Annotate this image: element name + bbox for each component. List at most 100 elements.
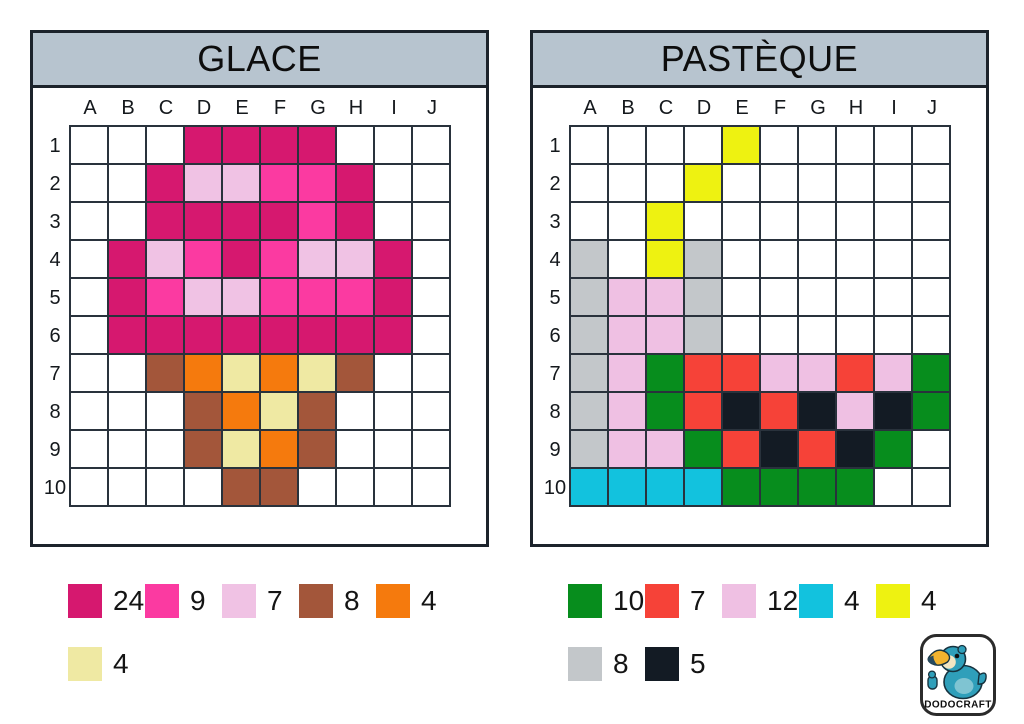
- grid-area: 1 2 3 4 5 6 7 8 9 10: [33, 125, 486, 507]
- legend-item-gray: 8: [568, 647, 645, 681]
- grid-cell: [799, 127, 835, 163]
- grid-cell: [375, 393, 411, 429]
- legend-item-light-pink: 7: [222, 584, 299, 618]
- row-label: 9: [49, 439, 61, 461]
- color-count: 5: [690, 648, 706, 679]
- grid-cell: [799, 393, 835, 429]
- grid-cell: [571, 127, 607, 163]
- color-count: 9: [190, 585, 206, 616]
- color-swatch: [568, 647, 602, 681]
- grid-cell: [609, 393, 645, 429]
- column-label: H: [348, 97, 364, 119]
- grid-cell: [723, 279, 759, 315]
- row-label: 2: [49, 173, 61, 195]
- grid-cell: [375, 355, 411, 391]
- grid-cell: [147, 317, 183, 353]
- column-label: H: [848, 97, 864, 119]
- grid-cell: [337, 355, 373, 391]
- grid-cell: [723, 469, 759, 505]
- color-count: 7: [267, 585, 283, 616]
- grid-cell: [685, 165, 721, 201]
- grid-cell: [71, 469, 107, 505]
- grid-cell: [913, 469, 949, 505]
- color-count: 4: [421, 585, 437, 616]
- grid-cell: [837, 393, 873, 429]
- pixel-grid-pasteque: [569, 125, 951, 507]
- dodocraft-logo: DODOCRAFT: [919, 633, 997, 717]
- grid-cell: [761, 469, 797, 505]
- grid-cell: [875, 127, 911, 163]
- grid-cell: [685, 317, 721, 353]
- grid-cell: [761, 355, 797, 391]
- grid-cell: [571, 469, 607, 505]
- row-label: 4: [549, 249, 561, 271]
- grid-cell: [299, 165, 335, 201]
- grid-cell: [723, 431, 759, 467]
- grid-cell: [837, 355, 873, 391]
- grid-cell: [799, 203, 835, 239]
- grid-cell: [299, 317, 335, 353]
- legend-pasteque: 10 7 12 4 4 8 5: [568, 584, 968, 681]
- grid-cell: [913, 203, 949, 239]
- row-label: 1: [549, 135, 561, 157]
- grid-cell: [185, 431, 221, 467]
- grid-cell: [413, 279, 449, 315]
- grid-cell: [223, 279, 259, 315]
- color-count: 12: [767, 585, 799, 616]
- grid-cell: [261, 127, 297, 163]
- grid-cell: [837, 279, 873, 315]
- grid-cell: [875, 431, 911, 467]
- grid-cell: [223, 469, 259, 505]
- row-label: 1: [49, 135, 61, 157]
- color-count: 10: [613, 585, 645, 616]
- row-label: 8: [549, 401, 561, 423]
- grid-cell: [685, 127, 721, 163]
- column-label: I: [891, 97, 897, 119]
- grid-cell: [913, 393, 949, 429]
- grid-cell: [109, 165, 145, 201]
- grid-cell: [571, 355, 607, 391]
- grid-cell: [609, 469, 645, 505]
- grid-cell: [571, 165, 607, 201]
- grid-cell: [413, 203, 449, 239]
- grid-cell: [337, 165, 373, 201]
- grid-cell: [223, 203, 259, 239]
- grid-cell: [571, 203, 607, 239]
- grid-cell: [761, 317, 797, 353]
- grid-cell: [685, 431, 721, 467]
- legend-glace: 24 9 7 8 4 4: [68, 584, 468, 681]
- grid-cell: [261, 431, 297, 467]
- color-count: 8: [613, 648, 629, 679]
- grid-cell: [109, 317, 145, 353]
- grid-cell: [185, 317, 221, 353]
- grid-cell: [609, 165, 645, 201]
- grid-cell: [109, 431, 145, 467]
- grid-cell: [647, 165, 683, 201]
- grid-cell: [913, 431, 949, 467]
- grid-cell: [685, 393, 721, 429]
- grid-cell: [761, 393, 797, 429]
- grid-cell: [147, 279, 183, 315]
- grid-cell: [147, 127, 183, 163]
- grid-cell: [647, 127, 683, 163]
- grid-cell: [837, 127, 873, 163]
- grid-cell: [185, 393, 221, 429]
- grid-cell: [71, 203, 107, 239]
- grid-cell: [875, 241, 911, 277]
- grid-cell: [261, 317, 297, 353]
- grid-cell: [299, 279, 335, 315]
- row-labels: 1 2 3 4 5 6 7 8 9 10: [541, 125, 569, 507]
- grid-cell: [375, 203, 411, 239]
- color-swatch: [645, 647, 679, 681]
- color-swatch: [799, 584, 833, 618]
- grid-cell: [337, 317, 373, 353]
- logo-text: DODOCRAFT: [924, 700, 991, 711]
- grid-cell: [913, 317, 949, 353]
- grid-cell: [185, 355, 221, 391]
- row-label: 7: [49, 363, 61, 385]
- legend-item-yellow: 4: [876, 584, 953, 618]
- grid-cell: [109, 127, 145, 163]
- grid-cell: [71, 393, 107, 429]
- grid-cell: [109, 355, 145, 391]
